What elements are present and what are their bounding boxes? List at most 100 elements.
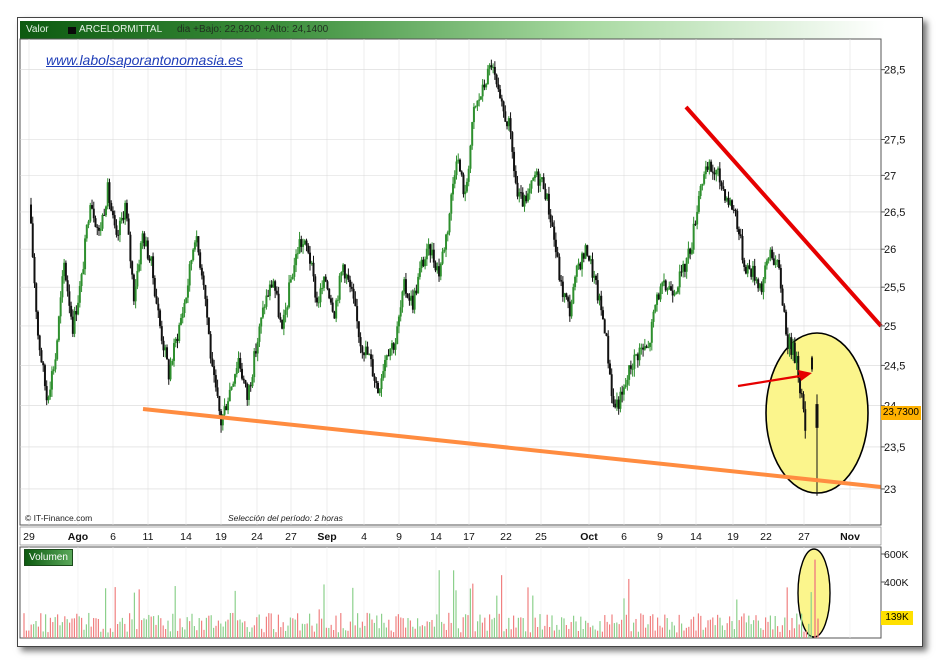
candle-body [111,210,114,216]
candle-body [429,244,432,256]
candle-body [724,189,727,201]
candle-body [783,305,786,312]
candle-body [436,266,439,271]
candle-body [649,342,652,347]
candle-body [497,84,500,90]
candle-body [98,227,101,231]
volume-panel-label: Volumen [24,549,73,566]
candle-body [207,317,210,335]
volume-tick-label: 400K [884,577,909,589]
candle-body [321,287,324,289]
candle-body [458,159,461,172]
candle-body [227,401,230,411]
candle-body [394,343,397,350]
candle-body [486,68,489,85]
candle-body [36,311,39,336]
candle-body [242,378,245,381]
candle-body [361,346,364,353]
candle-body [762,279,765,293]
candle-body [701,183,704,186]
candle-body [815,404,819,428]
day-range-info: dia +Bajo: 22,9200 +Alto: 24,1400 [177,24,329,35]
candle-body [533,174,536,179]
candle-body [588,255,591,261]
candle-body [277,293,280,318]
candle-body [758,283,761,289]
candle-body [666,289,669,291]
candle-body [209,334,212,359]
candle-body [78,286,81,303]
candle-body [221,414,224,426]
candle-body [659,286,662,300]
candle-body [223,406,226,415]
candle-body [234,374,237,384]
candle-body [225,406,228,411]
candle-body [790,337,793,355]
candle-body [368,354,371,356]
last-volume-badge: 139K [881,611,913,625]
candle-body [622,387,625,395]
candle-body [52,369,55,372]
candle-body [35,283,38,312]
candle-body [401,291,404,308]
candle-body [56,340,59,360]
candle-body [96,226,99,228]
candle-body [652,311,655,322]
candle-body [404,279,407,294]
candle-body [523,195,526,207]
date-tick-label: 6 [621,531,627,543]
candle-body [764,265,767,280]
candle-body [261,307,264,318]
candle-body [343,264,346,279]
candle-body [457,159,460,162]
candle-body [403,279,406,292]
candle-body [129,234,132,262]
candle-body [465,181,468,192]
candle-body [410,295,413,301]
candle-body [322,276,325,288]
candle-body [715,169,718,175]
candle-body [380,378,383,390]
candle-body [539,179,542,186]
date-tick-label: 29 [23,531,35,543]
candle-body [483,84,486,88]
candle-body [771,249,774,259]
arrow-icon [737,370,812,388]
candle-body [206,298,209,318]
candle-body [811,357,813,370]
candle-body [786,334,789,349]
candle-body [178,324,181,341]
candle-body [314,276,317,298]
candle-body [502,101,505,112]
candle-body [104,206,107,216]
candle-body [159,310,162,327]
candle-body [720,182,723,187]
website-watermark[interactable]: www.labolsaporantonomasia.es [46,52,243,68]
candle-body [336,299,339,301]
candle-body [371,359,374,377]
candle-body [417,276,420,294]
candle-body [270,284,273,288]
candle-body [152,256,155,279]
candle-body [619,391,622,409]
date-tick-label: 24 [251,531,263,543]
candle-body [364,346,367,356]
candle-body [75,311,78,315]
candle-body [172,343,175,361]
candle-body [45,386,48,401]
candle-body [755,279,758,281]
candle-body [315,297,318,303]
candle-body [631,368,634,370]
candle-body [293,265,296,277]
candle-body [422,259,425,267]
candle-body [420,259,423,269]
candle-body [591,259,594,278]
candle-body [706,166,709,170]
candle-body [746,265,749,274]
candle-body [303,240,306,245]
candle-body [725,197,728,201]
candle-body [179,317,182,325]
candle-body [160,326,163,341]
candle-body [581,253,584,270]
